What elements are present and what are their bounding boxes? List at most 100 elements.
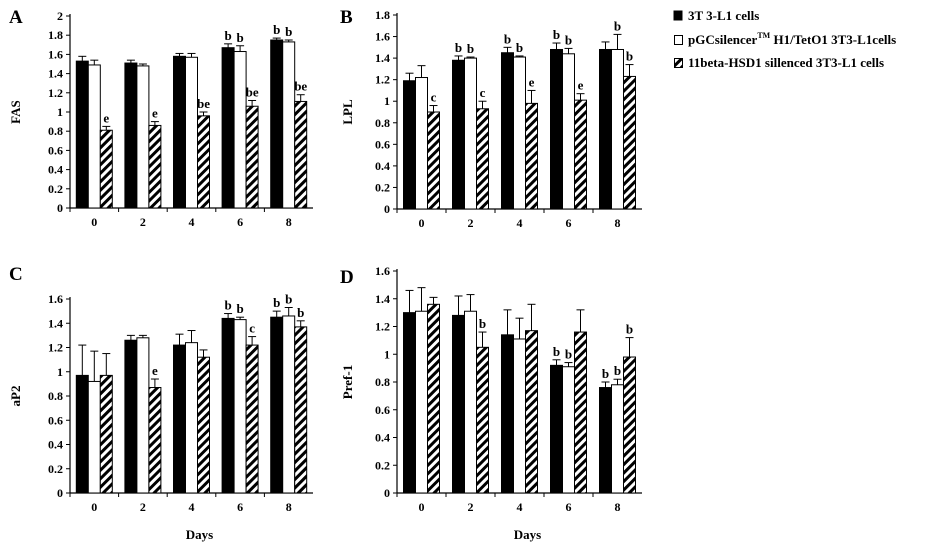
bar-hatched (99, 129, 113, 209)
x-tick-label: 8 (615, 500, 621, 514)
bar-white (233, 319, 247, 494)
bar-black (173, 344, 186, 494)
significance-label: b (273, 295, 280, 310)
x-tick-label: 0 (419, 216, 425, 230)
legend-label-series-2: pGCsilencerTM H1/TetO1 3T3-L1cells (688, 31, 896, 47)
significance-label: e (152, 106, 158, 121)
x-tick-label: 8 (286, 500, 292, 514)
x-tick-label: 6 (566, 216, 572, 230)
x-tick-label: 0 (91, 215, 97, 229)
x-tick-label: 0 (419, 500, 425, 514)
bar-white (611, 384, 624, 494)
bar-black (452, 314, 465, 494)
bar-white (464, 310, 477, 494)
y-tick-label: 0.6 (48, 413, 63, 427)
y-tick-label: 0.2 (48, 462, 63, 476)
bar-black (550, 48, 563, 210)
bar-white (562, 53, 575, 210)
bar-black (221, 317, 235, 494)
y-tick-label: 0 (384, 202, 390, 216)
x-axis-label: Days (514, 527, 541, 542)
bar-black (124, 62, 138, 209)
significance-label: b (455, 40, 462, 55)
y-tick-label: 1.2 (375, 73, 390, 87)
y-tick-label: 0.4 (48, 438, 63, 452)
significance-label: c (480, 85, 486, 100)
y-tick-label: 0.4 (375, 159, 390, 173)
panel-letter: C (9, 264, 23, 285)
bar-white (233, 51, 247, 209)
legend-label-series-3: 11beta-HSD1 sillenced 3T3-L1 cells (688, 55, 884, 70)
x-tick-label: 2 (140, 215, 146, 229)
significance-label: b (285, 291, 292, 306)
significance-label: b (626, 49, 633, 64)
bar-hatched (197, 115, 210, 209)
panel-letter: A (9, 7, 23, 28)
significance-label: b (297, 305, 304, 320)
panel-letter: B (340, 7, 353, 28)
significance-label: be (294, 79, 307, 94)
y-axis-label: LPL (340, 99, 355, 125)
y-tick-label: 0.6 (48, 143, 63, 157)
bar-hatched (623, 75, 636, 210)
bar-hatched (148, 124, 162, 209)
bar-hatched (574, 99, 587, 210)
significance-label: b (614, 18, 621, 33)
y-tick-label: 1.8 (48, 28, 63, 42)
y-tick-label: 0.8 (48, 389, 63, 403)
bar-hatched (623, 356, 636, 494)
significance-label: b (565, 32, 572, 47)
y-tick-label: 1.4 (375, 51, 390, 65)
significance-label: b (516, 40, 523, 55)
bar-black (75, 60, 89, 209)
bar-hatched (197, 356, 210, 494)
significance-label: b (602, 366, 609, 381)
bar-hatched (476, 346, 489, 494)
x-tick-label: 4 (189, 500, 195, 514)
y-tick-label: 0.4 (375, 431, 390, 445)
significance-label: b (614, 363, 621, 378)
bar-white (611, 48, 624, 210)
bar-hatched (99, 374, 113, 494)
significance-label: b (224, 28, 231, 43)
bar-black (501, 334, 514, 494)
x-tick-label: 6 (566, 500, 572, 514)
chart-panels: A00.20.40.60.811.21.41.61.82FAS0e2e4be6b… (8, 7, 642, 542)
significance-label: e (529, 74, 535, 89)
significance-label: b (236, 301, 243, 316)
bar-black (599, 48, 612, 210)
significance-label: b (626, 322, 633, 337)
x-axis-label: Days (186, 527, 213, 542)
y-tick-label: 0.8 (375, 116, 390, 130)
bar-white (415, 310, 428, 494)
bar-white (185, 56, 198, 209)
bar-white (87, 64, 101, 209)
significance-label: e (152, 363, 158, 378)
y-tick-label: 0.2 (48, 182, 63, 196)
chart-panel-a: A 0 0.2 0.4 0.6 0.8 1 1.2 1.4 1.6 1.8 2 FAS 0 e 2 e 4 be 6 b… (8, 7, 313, 229)
x-tick-label: 2 (140, 500, 146, 514)
significance-label: c (431, 90, 437, 105)
x-tick-label: 8 (286, 215, 292, 229)
y-tick-label: 0.6 (375, 403, 390, 417)
x-tick-label: 4 (517, 500, 523, 514)
significance-label: b (553, 344, 560, 359)
bar-black (599, 387, 612, 494)
bar-hatched (427, 111, 440, 210)
x-tick-label: 4 (189, 215, 195, 229)
x-tick-label: 0 (91, 500, 97, 514)
y-tick-label: 1 (57, 105, 63, 119)
y-tick-label: 0.2 (375, 180, 390, 194)
bar-black (501, 52, 514, 210)
y-tick-label: 1.6 (48, 47, 63, 61)
significance-label: e (103, 110, 109, 125)
y-tick-label: 1.2 (375, 320, 390, 334)
y-tick-label: 0.2 (375, 458, 390, 472)
bar-white (282, 41, 296, 209)
bar-hatched (245, 105, 259, 209)
bar-black (270, 39, 284, 209)
significance-label: c (249, 321, 255, 336)
bar-hatched (525, 330, 538, 494)
